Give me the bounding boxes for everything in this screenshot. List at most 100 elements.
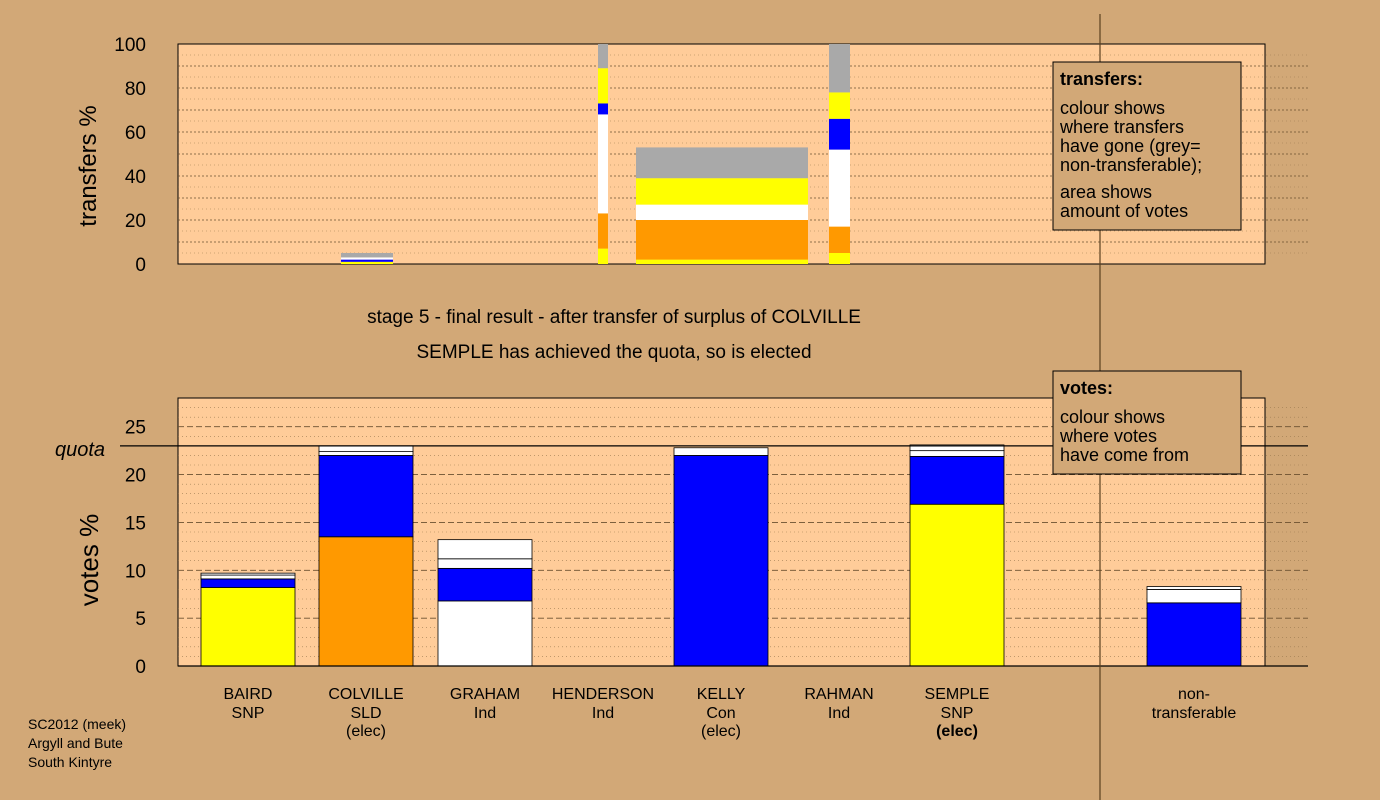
candidate-labels: BAIRDSNPCOLVILLESLD(elec)GRAHAMIndHENDER…: [224, 686, 1237, 740]
votes-bars: [200, 444, 1242, 667]
votes-legend-box: [1052, 370, 1242, 475]
transfer-segment: [598, 248, 608, 264]
transfer-segment: [341, 257, 393, 260]
transfers-legend-line: amount of votes: [1060, 201, 1188, 221]
transfer-segment: [829, 44, 850, 93]
transfer-segment: [636, 178, 808, 205]
transfers-y-ticks: 0 20 40 60 80 100: [114, 35, 146, 276]
vote-segment: [200, 574, 296, 580]
candidate-party: SNP: [941, 705, 974, 722]
candidate-name: HENDERSON: [552, 686, 654, 703]
transfers-y-axis-label: transfers %: [75, 105, 102, 226]
candidate-status: (elec): [936, 723, 978, 740]
candidate-status: (elec): [701, 723, 741, 740]
transfers-y-tick-label: 40: [125, 167, 146, 188]
votes-legend: votes: colour shows where votes have com…: [1052, 370, 1242, 475]
candidate-party: Con: [706, 705, 735, 722]
transfers-legend-line: have gone (grey=: [1060, 136, 1201, 156]
candidate-name: SEMPLE: [925, 686, 990, 703]
transfer-segment: [598, 114, 608, 214]
vote-segment: [318, 455, 414, 538]
transfer-segment: [341, 253, 393, 258]
vote-segment: [909, 450, 1005, 457]
vote-segment: [437, 539, 533, 560]
transfer-segment: [636, 259, 808, 264]
vote-segment: [318, 536, 414, 667]
votes-y-tick-label: 10: [125, 561, 146, 582]
transfers-legend: transfers: colour shows where transfers …: [1052, 61, 1242, 231]
candidate-name: RAHMAN: [804, 686, 873, 703]
transfer-segment: [829, 149, 850, 227]
vote-segment: [200, 587, 296, 667]
candidate-name: BAIRD: [224, 686, 273, 703]
candidate-party: transferable: [1152, 705, 1237, 722]
candidate-name: KELLY: [697, 686, 746, 703]
vote-segment: [909, 444, 1005, 452]
candidate-party: Ind: [828, 705, 850, 722]
candidate-party: SLD: [350, 705, 381, 722]
vote-segment: [909, 455, 1005, 505]
footer-line: SC2012 (meek): [28, 716, 126, 732]
transfer-segment: [341, 259, 393, 262]
transfers-y-tick-label: 80: [125, 79, 146, 100]
vote-segment: [673, 447, 769, 456]
elected-caption: SEMPLE has achieved the quota, so is ele…: [416, 342, 811, 363]
votes-legend-line: have come from: [1060, 445, 1189, 465]
vote-segment: [437, 558, 533, 569]
vote-segment: [1146, 589, 1242, 604]
quota-label: quota: [55, 439, 105, 461]
stage-caption: stage 5 - final result - after transfer …: [367, 307, 861, 328]
transfers-legend-line: area shows: [1060, 182, 1152, 202]
footer-line: South Kintyre: [28, 754, 112, 770]
vote-segment: [437, 600, 533, 667]
transfers-y-tick-label: 60: [125, 123, 146, 144]
votes-legend-title: votes:: [1060, 378, 1113, 398]
transfer-segment: [636, 147, 808, 179]
votes-y-axis-label: votes %: [74, 514, 104, 607]
candidate-status: (elec): [346, 723, 386, 740]
vote-segment: [673, 455, 769, 667]
transfer-segment: [829, 226, 850, 253]
candidate-name: GRAHAM: [450, 686, 520, 703]
transfer-segment: [598, 103, 608, 115]
vote-segment: [200, 572, 296, 576]
candidate-name: COLVILLE: [328, 686, 403, 703]
votes-legend-line: colour shows: [1060, 407, 1165, 427]
vote-segment: [1146, 586, 1242, 590]
candidate-party: Ind: [592, 705, 614, 722]
transfer-segment: [341, 261, 393, 264]
transfers-bars: [341, 44, 850, 264]
transfer-segment: [829, 253, 850, 264]
transfers-legend-box: [1052, 61, 1242, 231]
candidate-party: SNP: [232, 705, 265, 722]
votes-y-tick-label: 5: [135, 609, 146, 630]
transfers-y-tick-label: 0: [135, 255, 146, 276]
transfer-segment: [636, 204, 808, 220]
votes-y-tick-label: 0: [135, 657, 146, 678]
transfers-legend-line: where transfers: [1059, 117, 1184, 137]
vote-segment: [909, 503, 1005, 667]
footer-line: Argyll and Bute: [28, 735, 123, 751]
vote-segment: [318, 451, 414, 456]
candidate-party: Ind: [474, 705, 496, 722]
votes-y-tick-label: 25: [125, 418, 146, 439]
transfers-legend-line: colour shows: [1060, 98, 1165, 118]
transfer-segment: [598, 213, 608, 249]
votes-legend-line: where votes: [1059, 426, 1157, 446]
vote-segment: [200, 578, 296, 588]
votes-y-ticks: 0 5 10 15 20 25: [125, 418, 146, 678]
votes-y-tick-label: 20: [125, 466, 146, 487]
transfer-segment: [829, 92, 850, 119]
transfers-legend-line: non-transferable);: [1060, 155, 1202, 175]
transfer-segment: [636, 220, 808, 260]
transfers-y-tick-label: 100: [114, 35, 146, 56]
vote-segment: [318, 445, 414, 453]
transfers-y-tick-label: 20: [125, 211, 146, 232]
vote-segment: [1146, 602, 1242, 667]
vote-segment: [437, 567, 533, 602]
votes-y-tick-label: 15: [125, 513, 146, 534]
transfer-segment: [829, 118, 850, 150]
transfer-segment: [598, 44, 608, 69]
transfer-segment: [598, 68, 608, 104]
